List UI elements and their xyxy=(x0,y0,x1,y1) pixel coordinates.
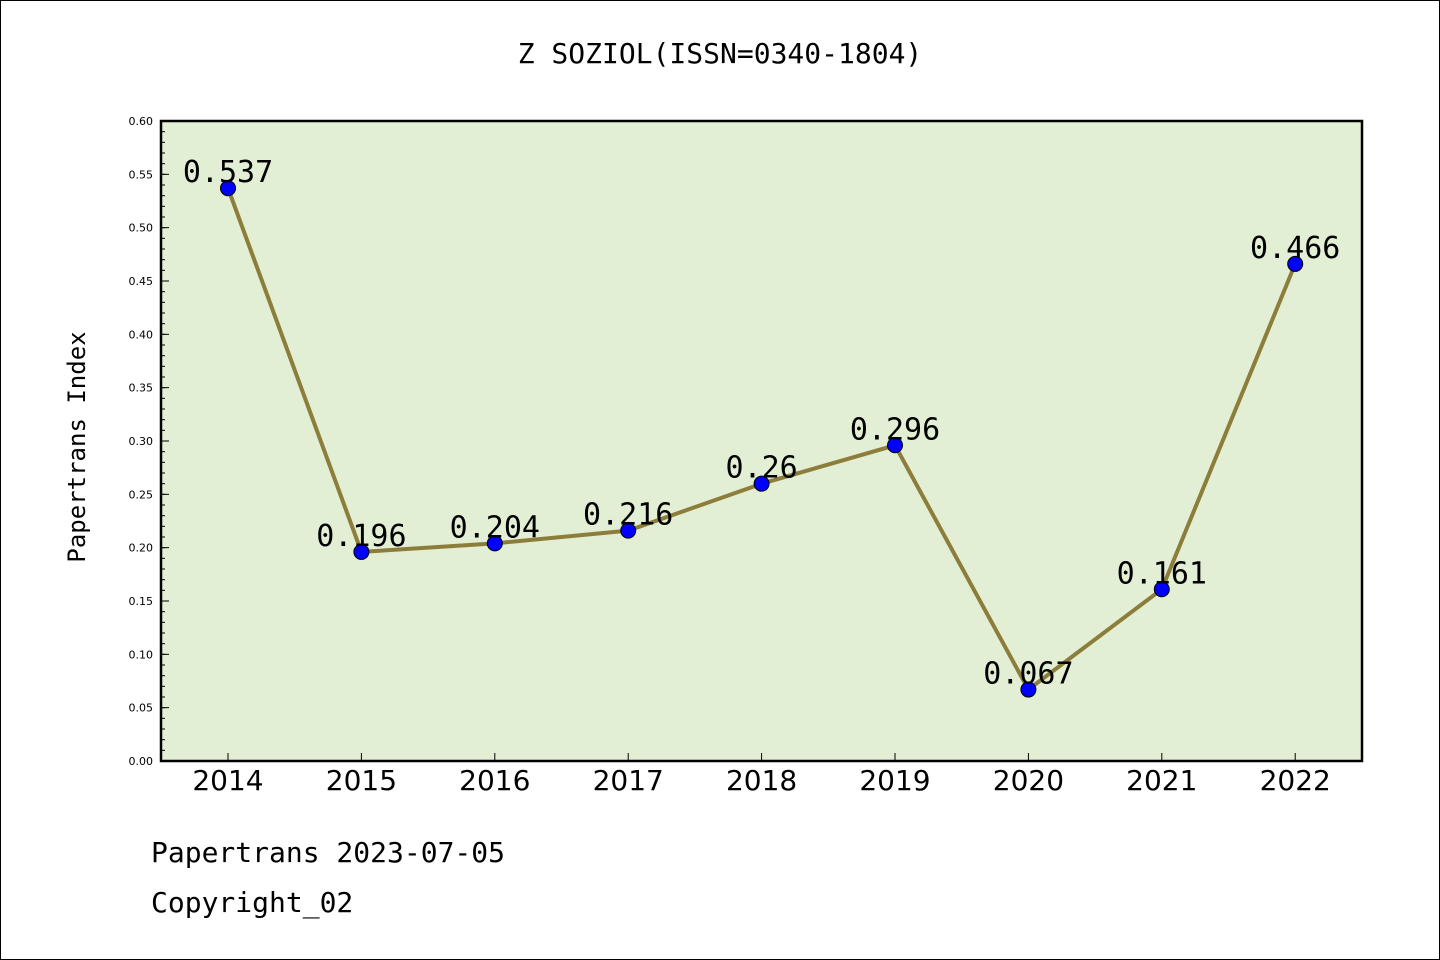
data-point xyxy=(887,437,903,454)
y-tick-label: 0.50 xyxy=(129,222,154,235)
data-points xyxy=(220,180,1304,698)
y-tick-label: 0.15 xyxy=(129,595,154,608)
x-tick-label: 2017 xyxy=(593,764,664,797)
footer-copyright: Copyright_02 xyxy=(151,886,354,919)
x-tick-label: 2020 xyxy=(993,764,1064,797)
chart-title: Z SOZIOL(ISSN=0340-1804) xyxy=(517,37,923,70)
data-point xyxy=(1020,681,1037,698)
y-axis-label: Papertrans Index xyxy=(63,331,91,562)
data-label: 0.067 xyxy=(983,657,1073,692)
plot-frame xyxy=(159,119,1364,763)
data-labels: 0.537 0.196 0.204 0.216 0.26 0.296 0.067 0.161 0… xyxy=(183,155,1341,691)
y-tick-label: 0.40 xyxy=(129,328,154,341)
x-tick-label: 2019 xyxy=(859,764,930,797)
data-point xyxy=(486,535,503,552)
y-tick-label: 0.20 xyxy=(129,542,154,555)
x-tick-label: 2021 xyxy=(1126,764,1197,797)
data-label: 0.204 xyxy=(450,510,540,545)
y-tick-label: 0.30 xyxy=(129,435,154,448)
footer-date: Papertrans 2023-07-05 xyxy=(151,836,506,869)
data-point xyxy=(620,522,637,539)
y-tick-label: 0.25 xyxy=(129,488,154,501)
y-axis: 0.00 0.05 0.10 0.15 0.20 0.25 0.30 0.35 0.40 0.45… xyxy=(129,115,169,768)
data-point xyxy=(220,180,236,197)
y-tick-label: 0.10 xyxy=(129,648,154,661)
data-point xyxy=(1153,581,1170,598)
data-point xyxy=(753,475,770,492)
data-label: 0.161 xyxy=(1117,556,1207,591)
x-tick-label: 2016 xyxy=(459,764,530,797)
x-tick-label: 2022 xyxy=(1260,764,1331,797)
data-label: 0.196 xyxy=(316,519,406,554)
data-point xyxy=(1287,255,1304,272)
data-label: 0.216 xyxy=(583,498,673,533)
data-label: 0.26 xyxy=(725,451,797,486)
x-tick-label: 2018 xyxy=(726,764,797,797)
x-axis: 2014 2015 2016 2017 2018 2019 2020 2021 2022 xyxy=(192,753,1331,797)
y-tick-label: 0.35 xyxy=(129,382,154,395)
data-label: 0.296 xyxy=(850,412,940,447)
y-tick-label: 0.05 xyxy=(129,702,154,715)
x-tick-label: 2014 xyxy=(192,764,263,797)
data-label: 0.466 xyxy=(1250,231,1340,266)
data-point xyxy=(353,543,370,560)
y-tick-label: 0.55 xyxy=(129,168,154,181)
x-tick-label: 2015 xyxy=(326,764,397,797)
y-tick-label: 0.45 xyxy=(129,275,154,288)
y-tick-label: 0.60 xyxy=(129,115,154,128)
plot-area xyxy=(161,121,1362,761)
data-label: 0.537 xyxy=(183,155,273,190)
y-tick-label: 0.00 xyxy=(129,755,154,768)
